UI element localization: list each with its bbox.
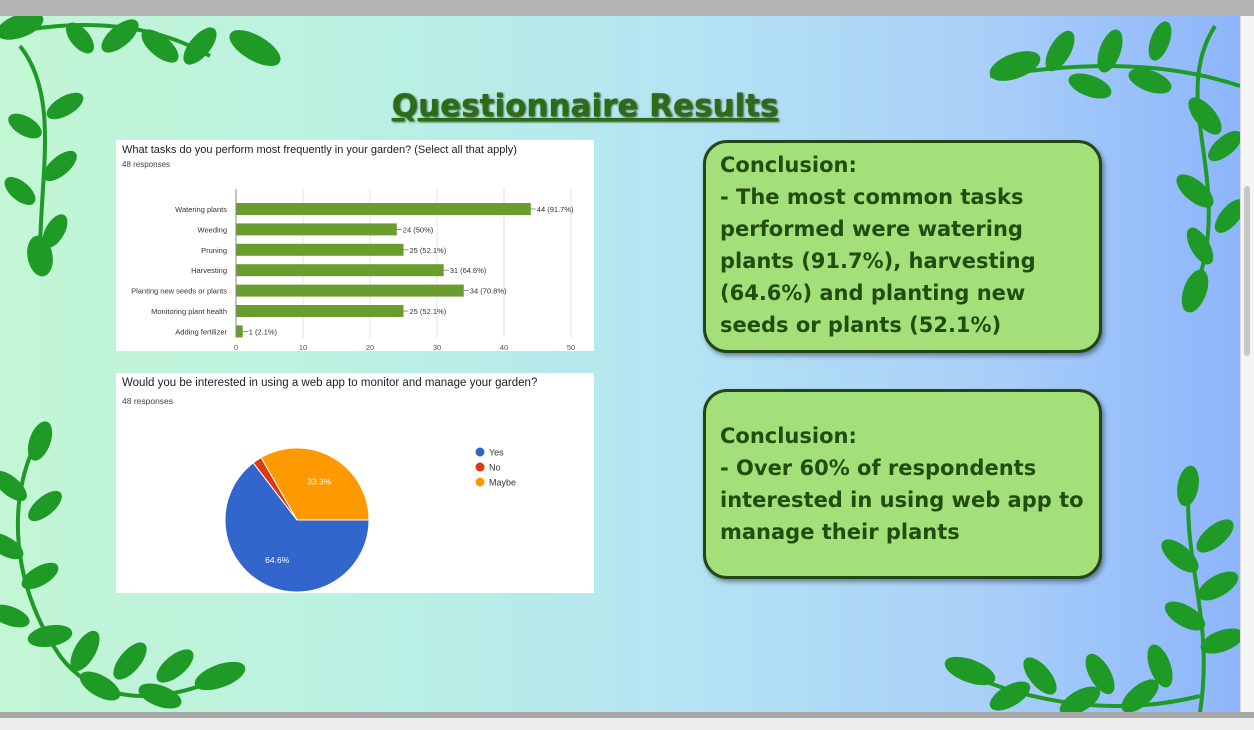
bar bbox=[236, 264, 444, 277]
x-tick-label: 40 bbox=[500, 343, 508, 351]
data-label: 44 (91.7%) bbox=[537, 205, 574, 214]
category-label: Monitoring plant health bbox=[151, 307, 227, 316]
legend-label: No bbox=[489, 463, 501, 473]
slice-label: 64.6% bbox=[265, 555, 290, 565]
bar-chart-question: What tasks do you perform most frequentl… bbox=[122, 144, 517, 156]
bar bbox=[236, 243, 404, 256]
slide: Questionnaire Results What tasks do you … bbox=[0, 16, 1240, 712]
conclusion-text: - Over 60% of respondents interested in … bbox=[720, 456, 1084, 544]
category-label: Adding fertilizer bbox=[175, 327, 227, 336]
window-bottom-border bbox=[0, 712, 1254, 730]
category-label: Pruning bbox=[201, 246, 227, 255]
pie-slice-yes bbox=[224, 462, 370, 593]
pie-chart: 64.6% 33.3% Yes No Maybe bbox=[224, 447, 516, 593]
conclusion-box-web-app: Conclusion: - Over 60% of respondents in… bbox=[703, 389, 1102, 579]
slice-label: 33.3% bbox=[307, 476, 332, 486]
data-label: 25 (52.1%) bbox=[410, 307, 447, 316]
pie-chart-question: Would you be interested in using a web a… bbox=[122, 377, 538, 389]
bar bbox=[236, 284, 464, 297]
conclusion-text: - The most common tasks performed were w… bbox=[720, 185, 1036, 337]
bar bbox=[236, 223, 397, 236]
bar-chart: 0 10 20 30 40 50 Watering plants 44 (91.7%) Weed… bbox=[131, 189, 575, 351]
legend-label: Maybe bbox=[489, 478, 516, 488]
x-tick-label: 10 bbox=[299, 343, 307, 351]
legend-marker bbox=[475, 447, 485, 457]
x-tick-label: 50 bbox=[567, 343, 575, 351]
legend-marker bbox=[475, 462, 485, 472]
pie-slice-maybe bbox=[260, 447, 370, 521]
bar bbox=[236, 203, 531, 215]
x-tick-label: 0 bbox=[234, 343, 238, 351]
bar bbox=[236, 325, 243, 338]
x-tick-label: 30 bbox=[433, 343, 441, 351]
bar-chart-response-count: 48 responses bbox=[122, 160, 171, 169]
bar bbox=[236, 305, 404, 317]
category-label: Weeding bbox=[198, 225, 227, 234]
x-tick-label: 20 bbox=[366, 343, 374, 351]
data-label: 34 (70.8%) bbox=[470, 287, 507, 296]
category-label: Planting new seeds or plants bbox=[131, 287, 227, 296]
data-label: 25 (52.1%) bbox=[410, 246, 447, 255]
category-label: Harvesting bbox=[191, 266, 227, 275]
conclusion-box-tasks: Conclusion: - The most common tasks perf… bbox=[703, 140, 1102, 353]
vine-decoration bbox=[0, 16, 1240, 712]
data-label: 24 (50%) bbox=[403, 225, 434, 234]
category-label: Watering plants bbox=[175, 205, 227, 214]
page-title: Questionnaire Results bbox=[391, 88, 779, 124]
data-label: 31 (64.6%) bbox=[450, 266, 487, 275]
conclusion-title: Conclusion: bbox=[720, 153, 857, 177]
legend-label: Yes bbox=[489, 448, 504, 458]
conclusion-title: Conclusion: bbox=[720, 424, 857, 448]
data-label: 1 (2.1%) bbox=[249, 327, 278, 336]
legend-marker bbox=[475, 477, 485, 487]
pie-chart-card: Would you be interested in using a web a… bbox=[116, 373, 594, 593]
scrollbar-thumb[interactable] bbox=[1244, 186, 1250, 356]
bar-chart-card: What tasks do you perform most frequentl… bbox=[116, 140, 594, 351]
pie-chart-response-count: 48 responses bbox=[122, 396, 174, 406]
vertical-scrollbar[interactable] bbox=[1240, 16, 1254, 712]
